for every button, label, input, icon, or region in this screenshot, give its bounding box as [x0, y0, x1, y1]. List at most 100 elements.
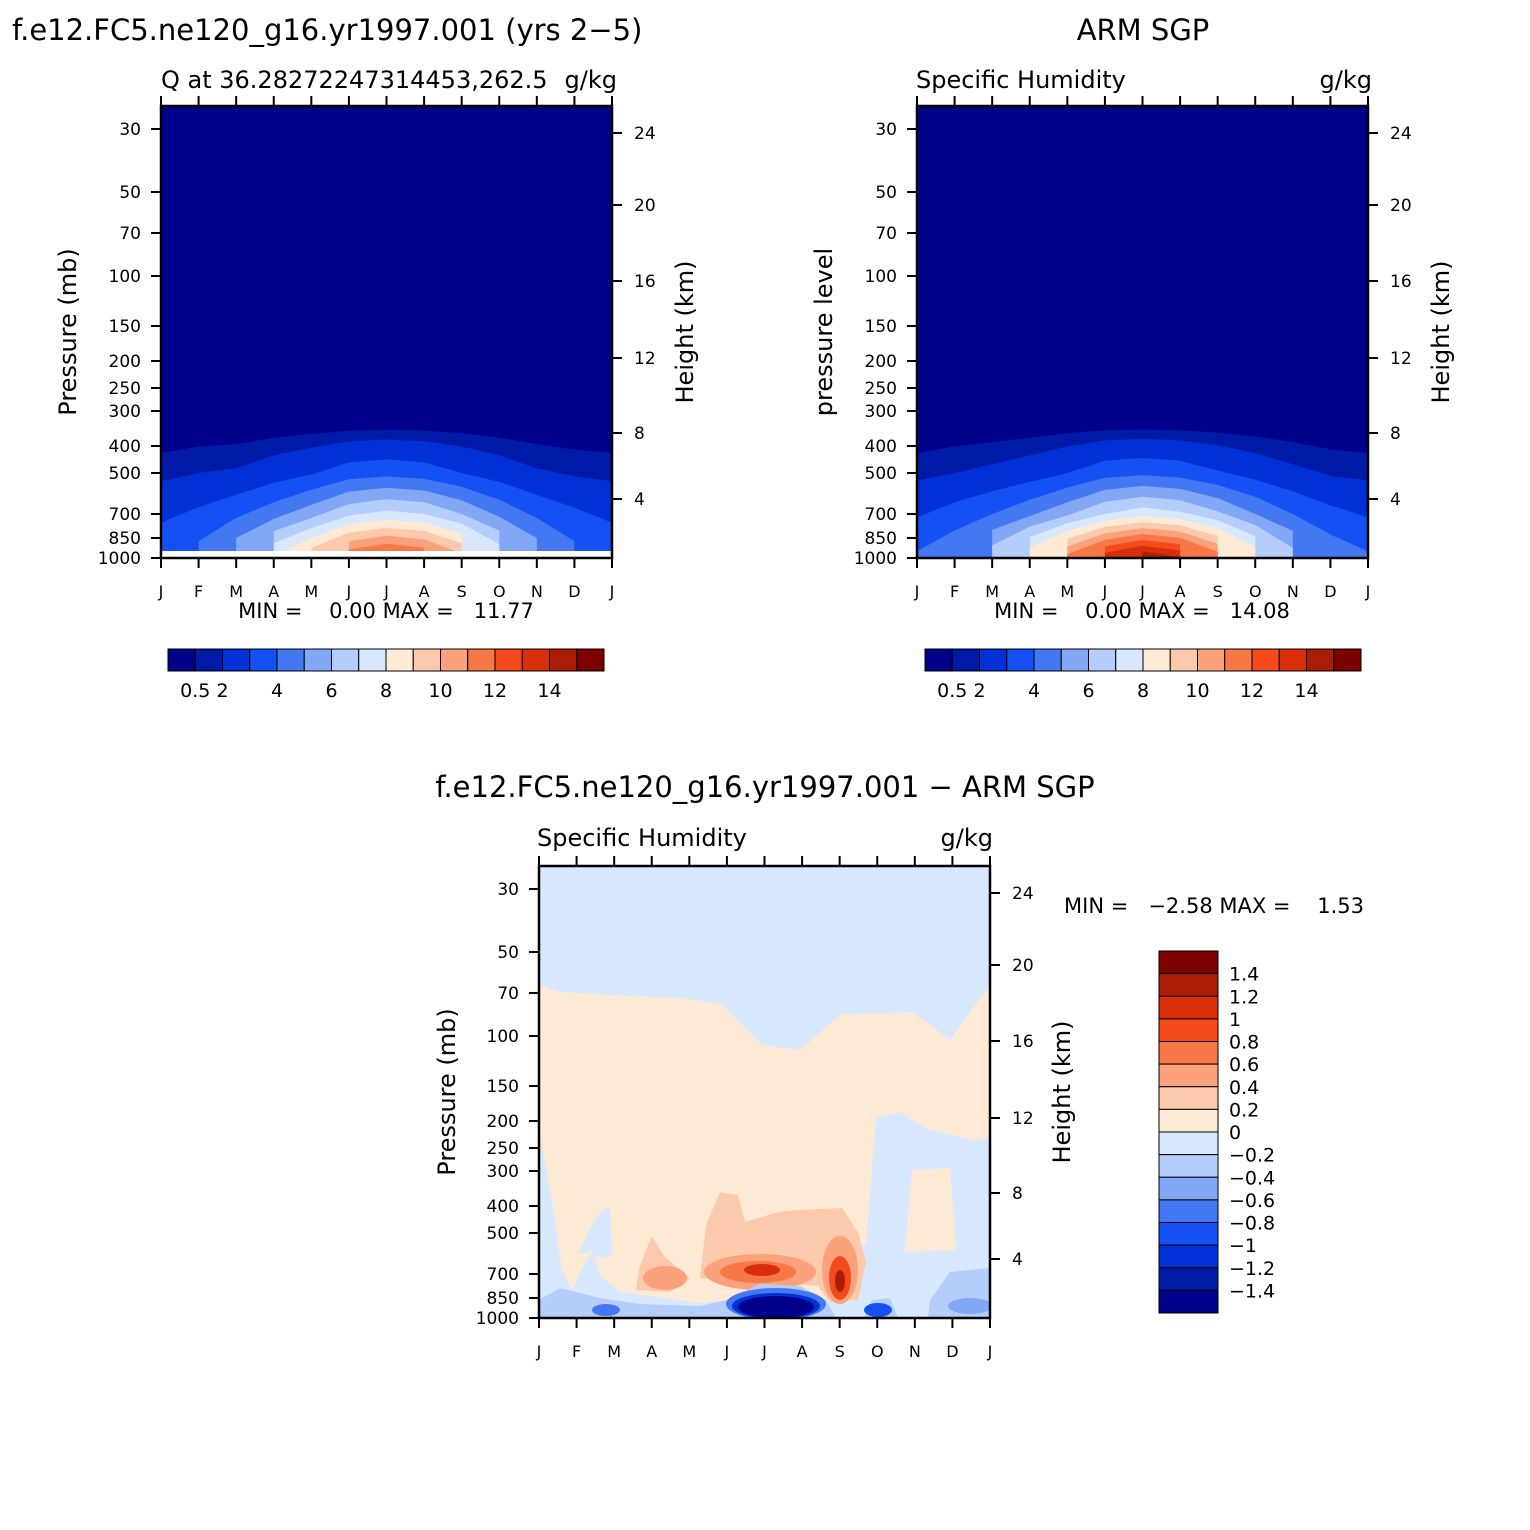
contour-region-negative — [578, 1207, 612, 1258]
y-tick-label: 250 — [487, 1139, 519, 1159]
contour-region-positive — [539, 985, 990, 1303]
colorbar: 0.5 2 4 6 8 10 12 14 — [167, 648, 605, 702]
colorbar-swatch — [385, 648, 414, 672]
y-tick-label: 500 — [487, 1224, 519, 1244]
y-tick-label: 250 — [865, 379, 897, 399]
y-tick-label: 1000 — [476, 1309, 519, 1329]
colorbar-label: −0.6 — [1229, 1190, 1275, 1212]
x-tick-label: A — [1175, 582, 1186, 601]
x-tick-label: J — [346, 582, 352, 601]
y-right-tick-label: 16 — [1012, 1032, 1034, 1052]
x-tick-label: M — [304, 582, 318, 601]
contour-region-positive — [744, 1264, 780, 1276]
below-ground-strip — [161, 551, 612, 558]
contour-region-positive — [643, 1266, 687, 1290]
colorbar-swatch — [1306, 648, 1335, 672]
colorbar-swatch — [194, 648, 223, 672]
colorbar-swatch — [1158, 950, 1219, 975]
y-tick-label: 150 — [865, 317, 897, 337]
contour-bands — [161, 429, 612, 558]
x-tick-label: J — [724, 1342, 730, 1361]
contour-region-positive — [835, 1270, 845, 1292]
colorbar-label: 2 — [216, 680, 228, 702]
colorbar-swatch — [358, 648, 387, 672]
panel-difference-units: g/kg — [941, 824, 993, 852]
y-right-tick-label: 24 — [1012, 884, 1034, 904]
x-tick-label: F — [194, 582, 203, 601]
colorbar-label: 14 — [1294, 680, 1318, 702]
x-tick-label: O — [493, 582, 506, 601]
y-tick-label: 100 — [865, 267, 897, 287]
y-tick-label: 150 — [109, 317, 141, 337]
panel-difference-title: f.e12.FC5.ne120_g16.yr1997.001 − ARM SGP — [435, 770, 1094, 804]
colorbar-swatch — [1006, 648, 1035, 672]
x-tick-label: A — [1024, 582, 1035, 601]
x-tick-label: A — [646, 1342, 657, 1361]
y-axis-label: Pressure (mb) — [54, 248, 82, 415]
colorbar-label: 0 — [1229, 1122, 1241, 1144]
panel-observation-title: ARM SGP — [1077, 13, 1210, 47]
colorbar-swatch — [1115, 648, 1144, 672]
y-tick-label: 200 — [487, 1112, 519, 1132]
y-tick-label: 150 — [487, 1077, 519, 1097]
x-tick-label: D — [568, 582, 580, 601]
x-tick-label: F — [572, 1342, 581, 1361]
colorbar-label: 0.8 — [1229, 1032, 1259, 1054]
y-tick-label: 700 — [109, 505, 141, 525]
y-right-tick-label: 16 — [634, 272, 656, 292]
colorbar-label: 10 — [1185, 680, 1209, 702]
panel-model-title: f.e12.FC5.ne120_g16.yr1997.001 (yrs 2−5) — [12, 13, 642, 47]
panel-difference: f.e12.FC5.ne120_g16.yr1997.001 − ARM SGP… — [433, 770, 1364, 1361]
panel-model: f.e12.FC5.ne120_g16.yr1997.001 (yrs 2−5)… — [12, 13, 699, 702]
contour-region-negative — [738, 1296, 814, 1318]
colorbar-swatch — [467, 648, 496, 672]
colorbar-swatch — [412, 648, 441, 672]
y-right-tick-label: 12 — [1012, 1109, 1034, 1129]
x-tick-label: D — [1324, 582, 1336, 601]
colorbar-label: 14 — [537, 680, 561, 702]
panel-observation-units: g/kg — [1320, 66, 1372, 94]
y-tick-label: 400 — [487, 1197, 519, 1217]
y-tick-label: 50 — [497, 943, 519, 963]
colorbar-label: −1.2 — [1229, 1258, 1275, 1280]
x-tick-label: O — [1249, 582, 1262, 601]
colorbar-swatch — [576, 648, 605, 672]
colorbar-label: 2 — [973, 680, 985, 702]
colorbar-swatch — [1158, 1199, 1219, 1223]
axes: J F M A M J J A S O N D J 30 50 70 100 150 200 250 300 400 500… — [854, 96, 1412, 601]
x-tick-label: S — [457, 582, 467, 601]
min-max-readout: MIN = 0.00 MAX = 14.08 — [994, 599, 1290, 623]
x-tick-label: J — [383, 582, 389, 601]
y-tick-label: 500 — [865, 464, 897, 484]
colorbar-swatch — [1169, 648, 1198, 672]
colorbar-label: 6 — [1082, 680, 1094, 702]
x-tick-label: J — [609, 582, 615, 601]
colorbar: 0.5 2 4 6 8 10 12 14 — [924, 648, 1362, 702]
y-tick-label: 400 — [109, 437, 141, 457]
y-axis-label: pressure level — [810, 248, 838, 416]
y-right-tick-label: 8 — [1012, 1184, 1023, 1204]
colorbar-swatch — [1278, 648, 1307, 672]
colorbar-label: 4 — [1028, 680, 1040, 702]
contour-bands — [917, 429, 1368, 558]
colorbar-swatch — [1158, 1176, 1219, 1201]
y-right-tick-label: 20 — [1012, 956, 1034, 976]
x-tick-label: M — [985, 582, 999, 601]
x-tick-label: M — [607, 1342, 621, 1361]
y-tick-label: 300 — [865, 402, 897, 422]
y-axis-right-label: Height (km) — [671, 261, 699, 404]
colorbar-swatch — [440, 648, 469, 672]
y-tick-label: 30 — [119, 120, 141, 140]
y-tick-label: 1000 — [98, 549, 141, 569]
x-tick-label: D — [946, 1342, 958, 1361]
y-axis-label: Pressure (mb) — [433, 1008, 461, 1175]
colorbar-label: −1 — [1229, 1235, 1257, 1257]
colorbar-swatch — [1158, 973, 1219, 997]
colorbar-label: 1.2 — [1229, 986, 1259, 1008]
x-tick-label: F — [950, 582, 959, 601]
y-tick-label: 200 — [865, 352, 897, 372]
y-tick-label: 30 — [875, 120, 897, 140]
colorbar-swatch — [1158, 1041, 1219, 1065]
x-tick-label: N — [531, 582, 543, 601]
